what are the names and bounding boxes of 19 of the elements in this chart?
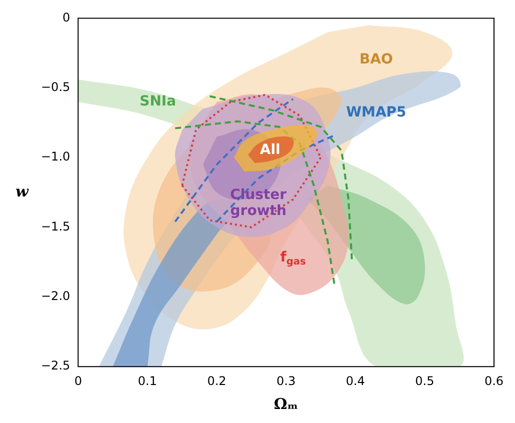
x-tick-label: 0.4 (346, 374, 365, 388)
y-tick-label: −2.0 (41, 289, 70, 304)
x-tick-label: 0.1 (138, 374, 157, 388)
x-tick-label: 0.3 (276, 374, 296, 388)
x-tick-label: 0.5 (415, 374, 434, 388)
y-tick-label: 0 (62, 10, 70, 24)
series-label: BAO (359, 52, 393, 68)
series-label: WMAP5 (346, 104, 406, 121)
series-label: All (260, 142, 280, 158)
x-tick-label: 0.2 (207, 374, 226, 388)
y-tick-label: −1.5 (41, 219, 70, 234)
x-axis-title: Ωₘ (274, 394, 298, 413)
y-tick-label: −1.0 (41, 150, 70, 164)
y-tick-label: −0.5 (41, 80, 70, 94)
series-label: SNIa (140, 93, 176, 110)
y-axis-title: w (16, 182, 30, 200)
x-tick-label: 0.6 (484, 374, 504, 388)
x-tick-label: 0 (74, 374, 82, 388)
y-tick-label: −2.5 (41, 358, 70, 373)
